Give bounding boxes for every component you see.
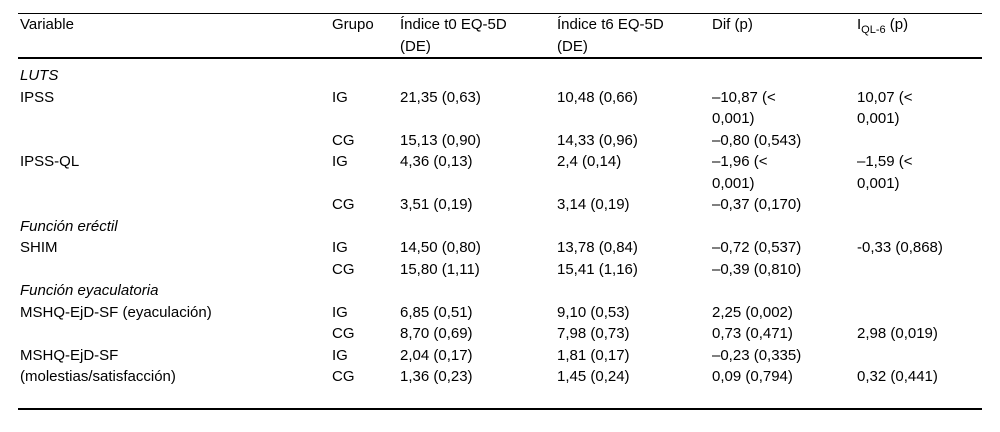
header-dif-p: Dif (p) xyxy=(712,16,753,33)
table-row-ipss-cg: CG 15,13 (0,90) 14,33 (0,96) –0,80 (0,54… xyxy=(18,130,982,152)
dif-cell: –0,23 (0,335) xyxy=(712,346,802,364)
variable-cell: IPSS xyxy=(20,88,55,106)
table-row-shim-ig: SHIM IG 14,50 (0,80) 13,78 (0,84) –0,72 … xyxy=(18,237,982,259)
iql-cell xyxy=(855,130,982,152)
iql-cell: 10,07 (< 0,001) xyxy=(857,88,913,128)
t6-cell: 14,33 (0,96) xyxy=(557,131,638,149)
group-cell: CG xyxy=(332,325,355,342)
table-header: Variable Grupo Índice t0 EQ-5D (DE) Índi… xyxy=(18,14,982,59)
group-cell: IG xyxy=(332,88,348,106)
t0-cell: 15,80 (1,11) xyxy=(400,260,480,278)
variable-cell: IPSS-QL xyxy=(20,153,80,170)
iql-rest: (p) xyxy=(885,16,909,33)
section-label: LUTS xyxy=(20,67,59,84)
variable-cell: MSHQ-EjD-SF (eyaculación) xyxy=(20,303,212,321)
dif-cell: 0,09 (0,794) xyxy=(712,368,793,385)
table-row-mshq-molestias-ig: MSHQ-EjD-SF IG 2,04 (0,17) 1,81 (0,17) –… xyxy=(18,345,982,367)
variable-cell: SHIM xyxy=(20,239,58,256)
table-row-ipssql-cg: CG 3,51 (0,19) 3,14 (0,19) –0,37 (0,170) xyxy=(18,194,982,216)
t0-cell: 15,13 (0,90) xyxy=(400,131,481,149)
iql-cell: 2,98 (0,019) xyxy=(857,325,938,342)
table-row-mshq-eyaculacion-cg: CG 8,70 (0,69) 7,98 (0,73) 0,73 (0,471) … xyxy=(18,323,982,345)
table-row-ipssql-ig: IPSS-QL IG 4,36 (0,13) 2,4 (0,14) –1,96 … xyxy=(18,151,982,194)
table-row-mshq-eyaculacion-ig: MSHQ-EjD-SF (eyaculación) IG 6,85 (0,51)… xyxy=(18,302,982,324)
t6-cell: 10,48 (0,66) xyxy=(557,88,638,106)
group-cell: IG xyxy=(332,303,348,321)
variable-cell: MSHQ-EjD-SF xyxy=(20,346,119,364)
t0-cell: 6,85 (0,51) xyxy=(400,303,473,321)
t0-cell: 2,04 (0,17) xyxy=(400,346,473,364)
header-iql6-p: IQL-6 (p) xyxy=(855,14,982,59)
header-row: Variable Grupo Índice t0 EQ-5D (DE) Índi… xyxy=(18,14,982,59)
header-indice-t0: Índice t0 EQ-5D (DE) xyxy=(400,16,507,55)
section-row-funcion-erectil: Función eréctil xyxy=(18,216,982,238)
results-table: Variable Grupo Índice t0 EQ-5D (DE) Índi… xyxy=(18,13,982,410)
t6-cell: 7,98 (0,73) xyxy=(557,325,630,342)
dif-cell: –0,80 (0,543) xyxy=(712,131,802,149)
t0-cell: 21,35 (0,63) xyxy=(400,88,481,106)
header-grupo: Grupo xyxy=(332,16,374,33)
table-row-ipss-ig: IPSS IG 21,35 (0,63) 10,48 (0,66) –10,87… xyxy=(18,87,982,130)
header-indice-t6: Índice t6 EQ-5D (DE) xyxy=(557,16,664,55)
variable-cell: (molestias/satisfacción) xyxy=(20,368,176,385)
iql-cell xyxy=(855,194,982,216)
t6-cell: 2,4 (0,14) xyxy=(557,153,622,170)
table-body: LUTS IPSS IG 21,35 (0,63) 10,48 (0,66) –… xyxy=(18,58,982,409)
t6-cell: 9,10 (0,53) xyxy=(557,303,630,321)
t0-cell: 14,50 (0,80) xyxy=(400,239,481,256)
dif-cell: 2,25 (0,002) xyxy=(712,303,793,321)
group-cell: CG xyxy=(332,368,355,385)
section-label: Función eréctil xyxy=(20,217,118,235)
iql-cell: -0,33 (0,868) xyxy=(857,239,943,256)
iql-cell: 0,32 (0,441) xyxy=(857,368,938,385)
variable-cell xyxy=(18,130,330,152)
dif-cell: –0,39 (0,810) xyxy=(712,260,802,278)
t6-cell: 3,14 (0,19) xyxy=(557,196,630,213)
iql-base: I xyxy=(857,16,862,33)
dif-cell: –0,72 (0,537) xyxy=(712,239,802,256)
dif-cell: –0,37 (0,170) xyxy=(712,196,802,213)
t6-cell: 1,45 (0,24) xyxy=(557,368,630,385)
dif-cell: –1,96 (< 0,001) xyxy=(712,153,768,192)
iql-cell xyxy=(855,302,982,324)
section-row-funcion-eyaculatoria: Función eyaculatoria xyxy=(18,280,982,302)
group-cell: CG xyxy=(332,260,355,278)
t0-cell: 1,36 (0,23) xyxy=(400,368,473,385)
header-variable: Variable xyxy=(20,16,74,33)
group-cell: IG xyxy=(332,153,348,170)
t0-cell: 4,36 (0,13) xyxy=(400,153,473,170)
group-cell: IG xyxy=(332,346,348,364)
iql-cell xyxy=(855,345,982,367)
variable-cell xyxy=(18,323,330,345)
iql-cell: –1,59 (< 0,001) xyxy=(857,153,913,192)
variable-cell xyxy=(18,259,330,281)
dif-cell: 0,73 (0,471) xyxy=(712,325,793,342)
table-row-mshq-molestias-cg: (molestias/satisfacción) CG 1,36 (0,23) … xyxy=(18,366,982,409)
t6-cell: 15,41 (1,16) xyxy=(557,260,638,278)
group-cell: CG xyxy=(332,196,355,213)
section-label: Función eyaculatoria xyxy=(20,282,159,299)
t6-cell: 13,78 (0,84) xyxy=(557,239,638,256)
iql-cell xyxy=(855,259,982,281)
section-row-luts: LUTS xyxy=(18,58,982,87)
group-cell: CG xyxy=(332,131,355,149)
t0-cell: 3,51 (0,19) xyxy=(400,196,473,213)
variable-cell xyxy=(18,194,330,216)
table-row-shim-cg: CG 15,80 (1,11) 15,41 (1,16) –0,39 (0,81… xyxy=(18,259,982,281)
iql-subscript: QL-6 xyxy=(861,24,886,36)
t0-cell: 8,70 (0,69) xyxy=(400,325,473,342)
group-cell: IG xyxy=(332,239,348,256)
dif-cell: –10,87 (< 0,001) xyxy=(712,88,776,128)
t6-cell: 1,81 (0,17) xyxy=(557,346,630,364)
